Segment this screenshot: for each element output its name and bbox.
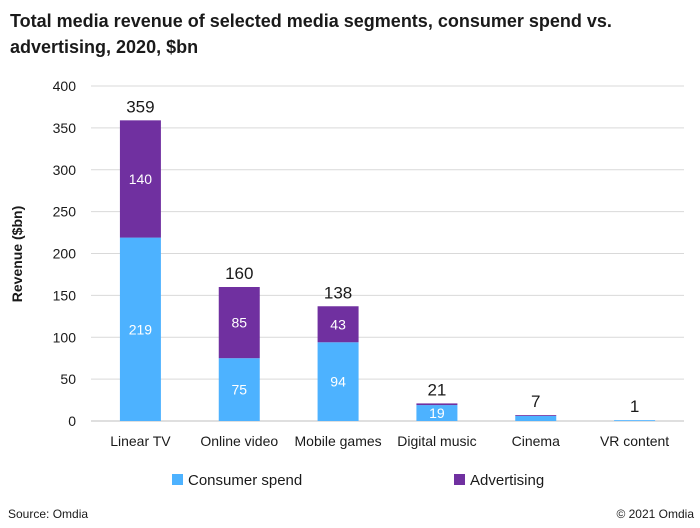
bar-advertising	[416, 403, 458, 406]
bar-total-label: 1	[630, 397, 639, 416]
x-category-label: VR content	[600, 433, 669, 449]
x-category-label: Digital music	[397, 433, 476, 449]
bars	[119, 120, 656, 421]
x-category-label: Cinema	[512, 433, 560, 449]
bar-value-label: 19	[429, 405, 445, 421]
y-tick-label: 250	[53, 204, 77, 220]
gridlines	[91, 85, 684, 422]
bar-total-label: 21	[427, 380, 446, 399]
y-tick-label: 400	[53, 78, 77, 94]
bar-consumer-spend	[515, 415, 557, 421]
y-tick-label: 350	[53, 120, 77, 136]
x-category-label: Mobile games	[295, 433, 382, 449]
legend-label: Advertising	[470, 472, 544, 489]
bar-consumer-spend	[119, 237, 161, 421]
bar-value-label: 43	[330, 316, 346, 332]
bar-total-label: 359	[126, 97, 154, 116]
bar-advertising	[317, 306, 359, 343]
x-category-label: Linear TV	[110, 433, 171, 449]
bar-value-label: 75	[231, 382, 247, 398]
y-tick-label: 150	[53, 287, 77, 303]
bar-value-label: 85	[231, 315, 247, 331]
bar-value-label: 140	[129, 171, 153, 187]
legend-label: Consumer spend	[188, 472, 302, 489]
y-tick-label: 100	[53, 329, 77, 345]
bar-total-label: 138	[324, 283, 352, 302]
bar-value-label: 219	[129, 321, 153, 337]
bar-value-label: 94	[330, 374, 346, 390]
copyright-note: © 2021 Omdia	[616, 507, 694, 521]
x-category-label: Online video	[200, 433, 278, 449]
bar-total-label: 160	[225, 264, 253, 283]
bar-consumer-spend	[614, 420, 656, 421]
bar-consumer-spend	[416, 405, 458, 421]
legend: Consumer spend Advertising	[172, 472, 544, 489]
y-axis-label: Revenue ($bn)	[9, 206, 25, 302]
y-tick-label: 50	[60, 371, 76, 387]
bar-advertising	[515, 415, 557, 416]
y-tick-label: 0	[68, 413, 76, 429]
source-note: Source: Omdia	[8, 507, 89, 521]
y-tick-label: 300	[53, 162, 77, 178]
bar-consumer-spend	[218, 358, 260, 421]
bar-advertising	[119, 120, 161, 238]
bar-advertising	[218, 287, 260, 359]
legend-swatch	[172, 474, 183, 485]
y-tick-label: 200	[53, 246, 77, 262]
category-labels: Linear TV Online video Mobile games Digital…	[110, 433, 669, 449]
bar-consumer-spend	[317, 342, 359, 421]
bar-total-label: 7	[531, 392, 540, 411]
chart-title: Total media revenue of selected media se…	[10, 11, 612, 57]
data-labels: 219 140 359 75 85 160 94 43 138 19 21 7 1	[126, 97, 639, 421]
legend-swatch	[454, 474, 465, 485]
y-axis-ticks: 0 50 100 150 200 250 300 350 400	[53, 78, 77, 429]
